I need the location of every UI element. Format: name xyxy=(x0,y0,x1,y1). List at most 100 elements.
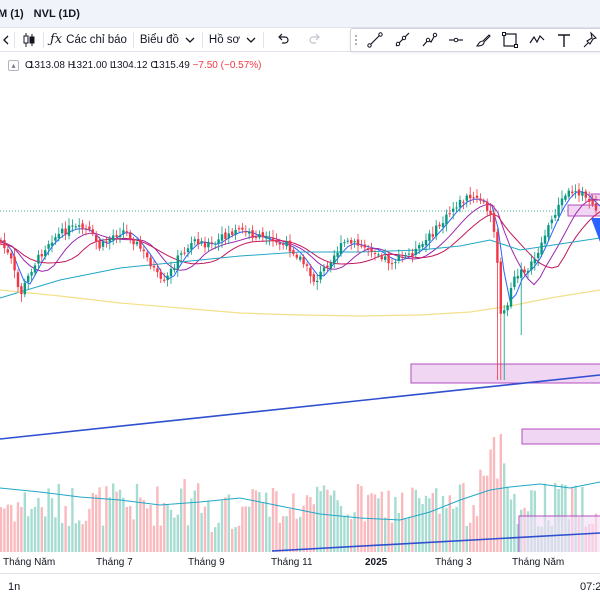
path-tool[interactable] xyxy=(415,29,442,51)
candle-up xyxy=(329,259,332,273)
x-tick-label: 2025 xyxy=(365,557,388,568)
candle-up xyxy=(193,236,196,246)
trend-line-volume[interactable] xyxy=(271,532,600,552)
volume-bar xyxy=(326,489,329,552)
high-value: 1321.00 xyxy=(70,60,108,71)
candle-body xyxy=(112,235,115,241)
candle-up xyxy=(180,250,183,263)
candle-down xyxy=(360,239,363,249)
candle-body xyxy=(180,253,183,255)
rectangle-tool[interactable] xyxy=(496,29,523,51)
open-value: 1313.08 xyxy=(28,60,65,71)
candle-body xyxy=(78,225,81,227)
candle-body xyxy=(469,194,472,199)
wave-tool[interactable] xyxy=(523,29,550,51)
chart-type-button[interactable]: Biểu đồ xyxy=(134,28,202,52)
candle-down xyxy=(149,255,152,270)
x-tick-label: Tháng 11 xyxy=(271,557,313,568)
volume-bar xyxy=(6,504,9,552)
candle-body xyxy=(186,248,190,253)
candle-body xyxy=(152,265,156,268)
candle-down xyxy=(356,233,360,253)
candle-body xyxy=(159,271,162,279)
candle-up xyxy=(516,268,519,284)
drag-handle-icon[interactable] xyxy=(351,29,361,51)
volume-bar xyxy=(401,492,404,552)
candle-up xyxy=(394,259,397,270)
candle-up xyxy=(567,187,570,199)
candle-body xyxy=(435,225,438,237)
candle-body xyxy=(363,244,366,248)
horizontal-line-tool[interactable] xyxy=(442,29,469,51)
volume-bar xyxy=(190,498,193,552)
volume-bar xyxy=(0,507,3,552)
volume-bar xyxy=(350,519,353,552)
trend-line-main[interactable] xyxy=(0,374,600,440)
candle-up xyxy=(353,238,356,248)
undo-button[interactable] xyxy=(264,28,302,52)
candle-body xyxy=(482,201,485,203)
brush-tool[interactable] xyxy=(469,29,496,51)
candle-up xyxy=(452,202,455,220)
candle-body xyxy=(210,242,213,244)
indicators-button[interactable]: ƒx Các chỉ báo xyxy=(44,28,133,52)
candle-down xyxy=(163,272,166,283)
timeframe-button[interactable]: 1n xyxy=(8,581,21,593)
volume-bar xyxy=(16,502,20,552)
volume-bar xyxy=(282,516,285,552)
profile-button[interactable]: Hồ sơ xyxy=(203,28,263,52)
candle-body xyxy=(288,240,292,252)
candle-down xyxy=(91,224,94,237)
pin-tool[interactable] xyxy=(577,29,600,51)
wave-icon xyxy=(529,34,544,44)
tab-previous-symbol[interactable]: M (1) xyxy=(0,7,24,20)
zone-upper-right[interactable] xyxy=(521,428,600,445)
candle-body xyxy=(214,243,217,245)
candle-body xyxy=(367,248,370,250)
candle-down xyxy=(105,237,108,248)
volume-bar xyxy=(183,479,186,552)
zone-top-right[interactable] xyxy=(567,204,600,217)
collapse-legend-icon[interactable]: ▴ xyxy=(8,60,19,71)
profile-label: Hồ sơ xyxy=(208,33,241,46)
text-icon xyxy=(557,34,570,47)
candle-body xyxy=(3,240,6,249)
trend-line-tool[interactable] xyxy=(361,29,388,51)
candle-down xyxy=(499,257,502,380)
candle-body xyxy=(387,254,390,264)
candle-body xyxy=(560,198,564,206)
redo-button[interactable] xyxy=(302,28,328,52)
candle-body xyxy=(414,248,417,255)
volume-bar xyxy=(458,484,462,552)
volume-bar xyxy=(261,502,264,552)
candle-body xyxy=(227,233,230,239)
text-tool[interactable] xyxy=(550,29,577,51)
candle-style-button[interactable] xyxy=(15,28,43,52)
candle-up xyxy=(560,190,564,210)
candle-body xyxy=(588,198,591,202)
toolbar-overflow[interactable] xyxy=(0,28,14,52)
candle-up xyxy=(319,265,322,284)
candle-up xyxy=(513,270,516,290)
candle-down xyxy=(584,188,587,203)
x-tick-label: Tháng Năm xyxy=(3,557,56,568)
candle-body xyxy=(285,241,288,247)
candle-up xyxy=(384,248,387,263)
candle-body xyxy=(309,267,312,277)
price-chart[interactable] xyxy=(0,52,600,552)
candle-body xyxy=(299,256,302,260)
candle-body xyxy=(244,231,247,233)
candle-up xyxy=(506,302,509,317)
candle-down xyxy=(475,189,479,203)
volume-bar xyxy=(54,517,57,552)
candle-body xyxy=(492,212,496,232)
tab-nvl[interactable]: NVL (1D) xyxy=(33,7,80,20)
candle-body xyxy=(207,241,210,248)
candle-down xyxy=(231,228,234,238)
ma-long-line xyxy=(0,237,600,299)
candle-body xyxy=(421,244,424,247)
candle-body xyxy=(380,256,383,260)
demand-zone-low[interactable] xyxy=(410,363,600,384)
ray-tool[interactable] xyxy=(388,29,415,51)
candle-up xyxy=(540,236,543,257)
